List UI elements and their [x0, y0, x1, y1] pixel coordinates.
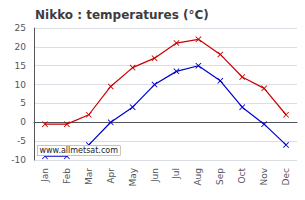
svg-text:Jul: Jul: [171, 168, 181, 180]
svg-text:15: 15: [15, 61, 26, 71]
svg-text:Jun: Jun: [150, 168, 160, 183]
svg-text:25: 25: [15, 23, 26, 33]
svg-text:Mar: Mar: [84, 168, 94, 185]
svg-text:5: 5: [20, 98, 26, 108]
svg-text:Apr: Apr: [106, 168, 116, 184]
svg-text:10: 10: [15, 80, 27, 90]
svg-text:0: 0: [20, 117, 26, 127]
svg-text:www.allmetsat.com: www.allmetsat.com: [40, 146, 119, 155]
svg-text:Jan: Jan: [40, 168, 50, 183]
svg-text:Nov: Nov: [259, 167, 269, 185]
svg-text:Aug: Aug: [193, 168, 203, 186]
svg-text:-5: -5: [17, 136, 26, 146]
svg-text:Dec: Dec: [281, 168, 291, 185]
svg-text:May: May: [128, 167, 138, 186]
svg-text:Nikko : temperatures (°C): Nikko : temperatures (°C): [35, 8, 209, 22]
svg-text:-10: -10: [11, 155, 26, 165]
svg-text:Sep: Sep: [215, 168, 225, 185]
svg-text:Feb: Feb: [62, 168, 72, 184]
svg-text:Oct: Oct: [237, 168, 247, 184]
svg-text:20: 20: [15, 42, 27, 52]
